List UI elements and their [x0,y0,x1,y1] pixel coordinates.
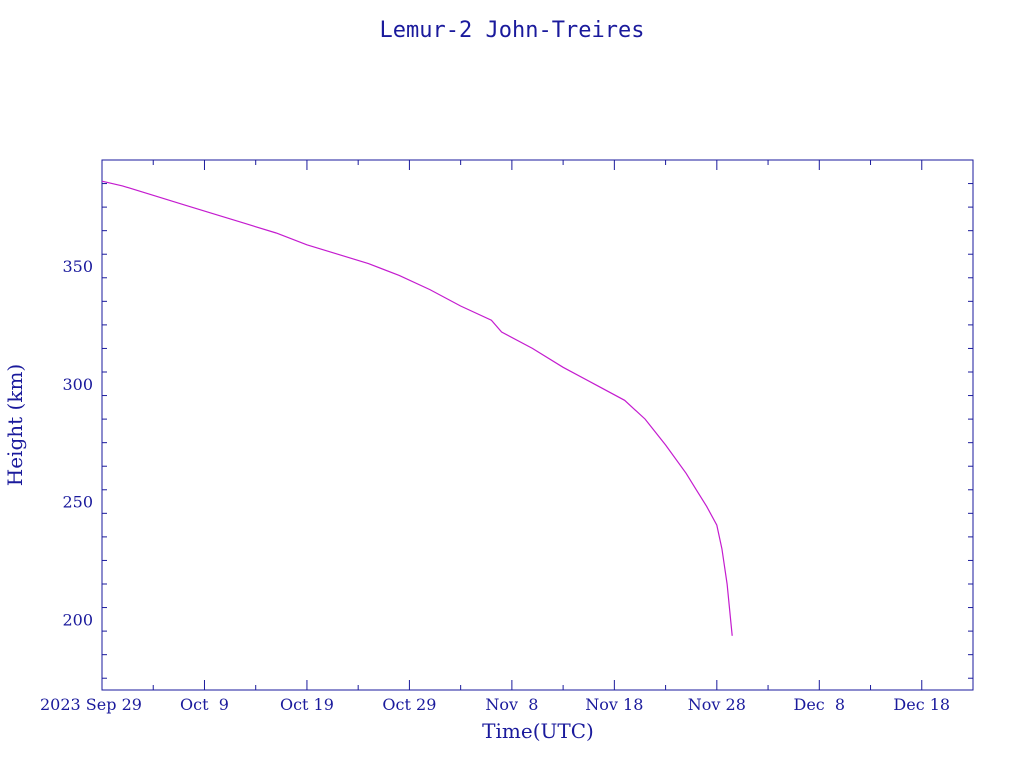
x-axis: 2023 Sep 29 Oct 9 Oct 19 Oct 29 Nov 8 Nov 18 N… [40,160,950,714]
plot-frame [101,159,974,691]
y-axis: 200 250 300 350 [62,183,973,679]
x-tick-label: 2023 Sep 29 [40,695,142,714]
y-tick-label: 350 [62,257,93,276]
chart-title: Lemur-2 John-Treires [380,18,645,43]
x-tick-label: Nov 18 [585,695,643,714]
y-axis-label: Height (km) [3,364,27,486]
x-tick-label: Nov 28 [688,695,746,714]
x-tick-label: Nov 8 [485,695,538,714]
x-tick-label: Oct 29 [382,695,436,714]
y-tick-label: 250 [62,493,93,512]
series-line-height [101,180,733,636]
x-axis-label: Time(UTC) [482,719,594,743]
x-tick-label: Dec 18 [893,695,950,714]
x-tick-label: Oct 9 [180,695,229,714]
y-tick-label: 200 [62,610,93,629]
y-tick-label: 300 [62,375,93,394]
x-tick-label: Dec 8 [793,695,845,714]
x-tick-label: Oct 19 [280,695,334,714]
